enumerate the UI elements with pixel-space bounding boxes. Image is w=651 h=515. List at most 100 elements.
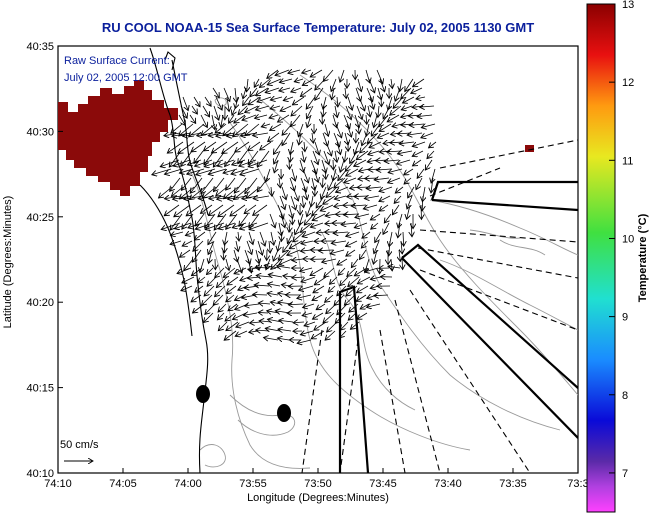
current-vector — [271, 231, 274, 245]
current-vector — [389, 240, 390, 256]
current-vector — [348, 276, 360, 287]
current-vector — [223, 168, 238, 173]
current-vector — [338, 267, 346, 275]
current-vector — [420, 106, 435, 107]
current-vector — [293, 322, 305, 323]
current-vector — [169, 150, 182, 167]
current-vector — [270, 123, 282, 130]
current-vector — [384, 213, 392, 223]
current-vector — [235, 141, 250, 152]
current-vector — [312, 213, 326, 220]
current-vector — [289, 222, 290, 232]
current-vector — [292, 168, 295, 181]
current-vector — [412, 159, 422, 166]
y-tick-label: 40:20 — [26, 297, 54, 309]
current-vector — [202, 105, 210, 117]
current-vector — [416, 97, 426, 99]
current-vector — [223, 123, 238, 136]
current-vector — [358, 96, 365, 111]
current-vector — [411, 222, 412, 237]
current-vector — [373, 249, 377, 264]
current-vector — [302, 231, 316, 237]
current-vector — [216, 186, 228, 196]
current-vector — [301, 276, 316, 282]
current-vector — [235, 87, 237, 102]
colorbar: 13 12 11 10 9 8 7 Temperature (°C) — [586, 0, 649, 513]
current-vector — [238, 150, 248, 164]
current-vector — [218, 204, 235, 217]
current-vector — [357, 312, 368, 319]
current-vector — [193, 240, 204, 251]
current-vector — [375, 231, 382, 243]
current-vector — [356, 150, 369, 160]
current-vector — [230, 204, 246, 216]
current-vector — [397, 151, 413, 154]
current-vector — [407, 195, 413, 209]
current-vector — [223, 249, 224, 260]
current-vector — [185, 232, 195, 235]
current-vector — [337, 96, 338, 107]
current-vector — [356, 294, 367, 301]
current-vector — [300, 268, 313, 271]
current-vector — [290, 150, 291, 162]
current-vector — [202, 186, 217, 198]
current-vector — [402, 96, 415, 103]
current-vector — [170, 241, 182, 244]
current-vector — [265, 87, 280, 93]
current-vector — [335, 312, 346, 323]
current-vector — [236, 240, 238, 252]
current-vector — [278, 329, 292, 331]
current-vector — [366, 304, 381, 307]
current-vector — [299, 213, 303, 225]
current-vector — [254, 78, 259, 87]
current-vector — [214, 213, 227, 230]
current-vector — [297, 340, 312, 343]
current-vector — [235, 330, 248, 336]
current-vector — [404, 168, 414, 175]
current-vector — [280, 213, 285, 228]
current-vector — [181, 177, 192, 190]
current-label: Raw Surface Current: — [64, 55, 170, 67]
current-vector — [312, 150, 318, 165]
current-vector — [195, 222, 214, 229]
current-vector — [164, 204, 180, 216]
current-vector — [247, 78, 248, 92]
current-vector — [325, 330, 336, 340]
current-vector — [307, 105, 314, 119]
current-vector — [295, 222, 302, 235]
current-vector — [281, 186, 286, 200]
current-vector — [401, 106, 413, 110]
current-vector — [191, 294, 202, 302]
dashed-sector-line — [339, 339, 359, 473]
current-vector — [362, 132, 368, 146]
current-vector — [359, 169, 370, 171]
current-vector — [310, 222, 324, 227]
current-vector — [195, 213, 205, 226]
current-vector — [274, 159, 278, 173]
current-vector — [361, 240, 369, 248]
current-vector — [238, 105, 248, 115]
current-vector — [209, 249, 212, 263]
colorbar-tick-label: 13 — [622, 0, 634, 11]
current-vector — [225, 150, 237, 167]
current-vector — [213, 150, 226, 167]
current-vector — [412, 150, 424, 156]
current-vector — [388, 169, 403, 173]
colorbar-tick-label: 12 — [622, 77, 634, 89]
shipping-lane-boundary — [401, 257, 578, 439]
current-vector — [393, 96, 404, 108]
current-vector — [279, 79, 293, 82]
colorbar-tick-label: 11 — [622, 155, 633, 167]
shipping-lane-boundary — [401, 243, 578, 389]
current-vector — [292, 259, 304, 260]
current-vector — [213, 105, 219, 120]
current-vector — [291, 88, 302, 92]
x-tick-label: 73:35 — [499, 478, 527, 490]
x-tick-label: 73:3 — [567, 478, 588, 490]
current-vector — [248, 141, 261, 151]
current-vector — [379, 123, 392, 131]
current-vector — [287, 231, 294, 244]
current-vector — [369, 141, 382, 148]
dashed-sector-line — [419, 269, 578, 331]
current-vector — [347, 267, 357, 276]
